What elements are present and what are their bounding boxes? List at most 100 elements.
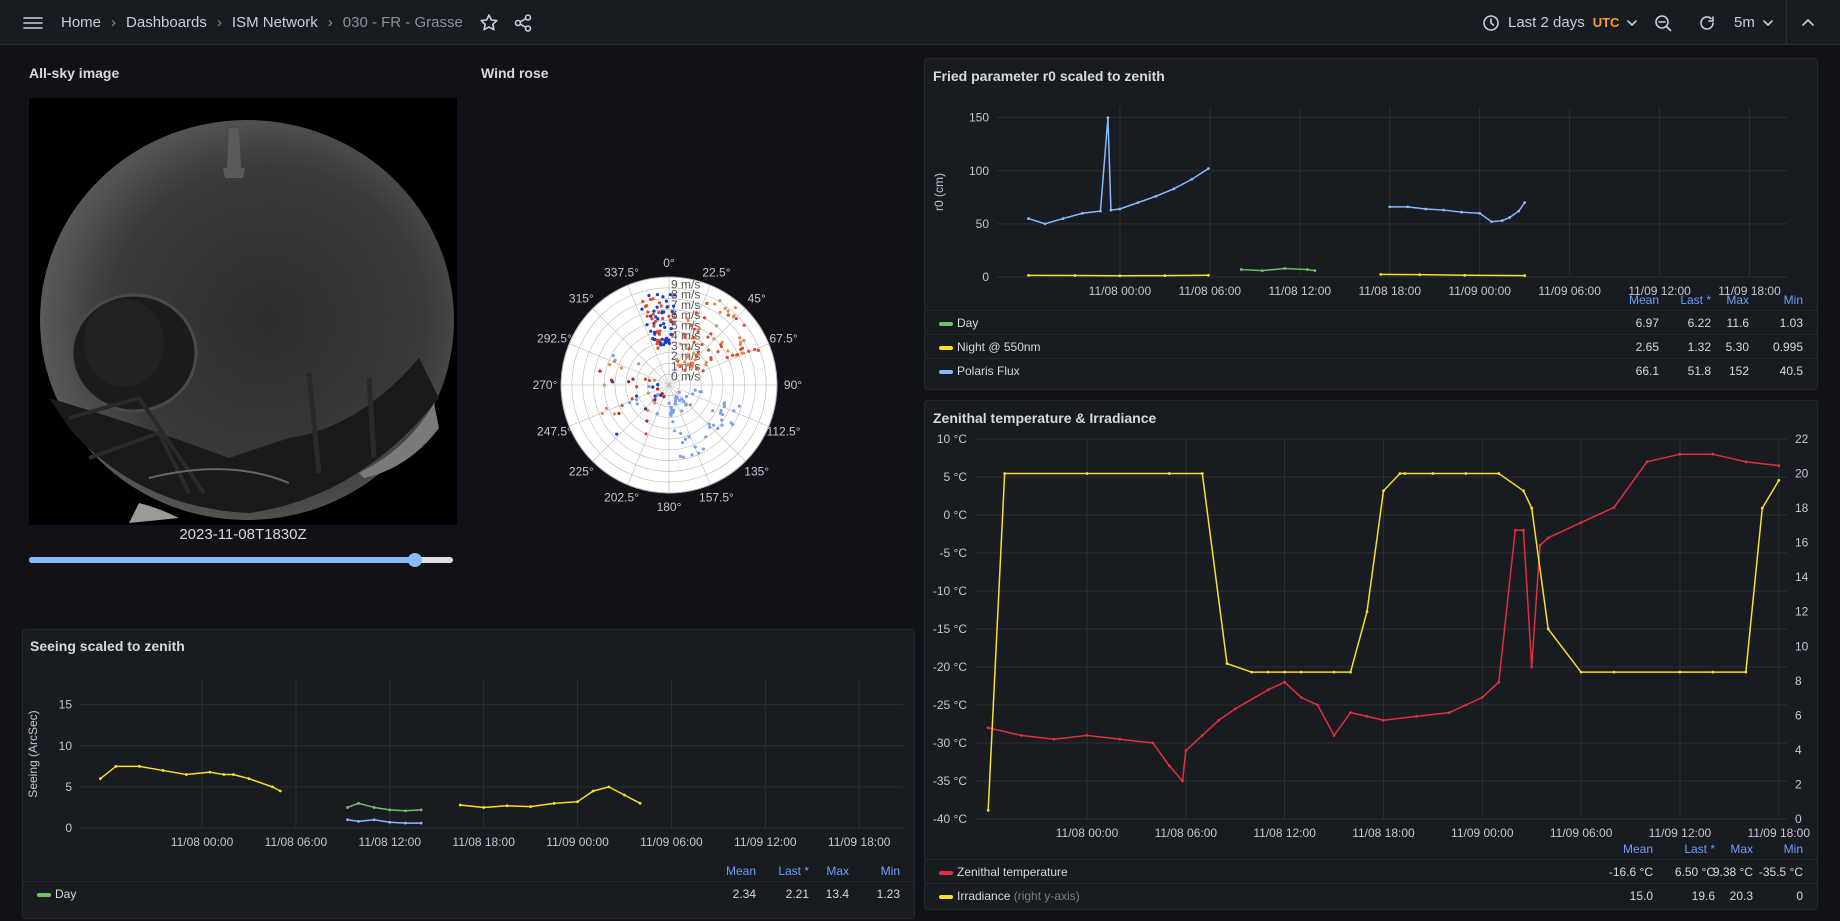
top-navbar: Home › Dashboards › ISM Network › 030 - … bbox=[0, 0, 1840, 45]
data-point bbox=[1379, 273, 1382, 276]
wind-observation-point bbox=[738, 404, 741, 407]
allsky-timestamp: 2023-11-08T1830Z bbox=[29, 526, 457, 543]
legend-series-label: Day bbox=[957, 316, 978, 330]
data-point bbox=[1399, 472, 1402, 475]
data-point bbox=[1744, 460, 1747, 463]
wind-observation-point bbox=[612, 354, 615, 357]
legend-column-header[interactable]: Mean bbox=[1629, 293, 1659, 307]
legend-series-label: Irradiance bbox=[957, 889, 1010, 903]
data-point bbox=[1119, 738, 1122, 741]
windrose-direction-label: 225° bbox=[569, 464, 594, 478]
collapse-button[interactable] bbox=[1800, 0, 1816, 45]
wind-observation-point bbox=[726, 310, 729, 313]
wind-observation-point bbox=[670, 409, 673, 412]
legend-column-header[interactable]: Min bbox=[1784, 293, 1803, 307]
wind-observation-point bbox=[686, 363, 689, 366]
legend-value: 152 bbox=[1729, 364, 1749, 378]
zoom-out-button[interactable] bbox=[1654, 0, 1672, 45]
legend-value: 5.30 bbox=[1726, 340, 1749, 354]
legend-value: 11.6 bbox=[1727, 316, 1749, 330]
legend-column-header[interactable]: Last * bbox=[1680, 293, 1711, 307]
wind-observation-point bbox=[641, 300, 644, 303]
wind-observation-point bbox=[693, 328, 696, 331]
data-point bbox=[1530, 666, 1533, 669]
data-point bbox=[1388, 205, 1391, 208]
wind-observation-point bbox=[647, 392, 650, 395]
wind-observation-point bbox=[721, 424, 724, 427]
y-tick-label: -40 °C bbox=[933, 812, 967, 826]
menu-button[interactable] bbox=[22, 0, 44, 45]
wind-observation-point bbox=[715, 324, 718, 327]
wind-observation-point bbox=[644, 432, 647, 435]
legend-column-header[interactable]: Max bbox=[1730, 842, 1753, 856]
wind-observation-point bbox=[667, 315, 670, 318]
wind-observation-point bbox=[692, 352, 695, 355]
legend-column-header[interactable]: Max bbox=[1726, 293, 1749, 307]
data-point bbox=[223, 773, 226, 776]
data-point bbox=[1184, 749, 1187, 752]
legend-column-header[interactable]: Min bbox=[881, 864, 900, 878]
windrose-chart[interactable]: 0°22.5°45°67.5°90°112.5°135°157.5°180°20… bbox=[472, 55, 912, 575]
allsky-time-slider[interactable] bbox=[29, 550, 453, 570]
star-icon[interactable] bbox=[479, 13, 499, 33]
data-point bbox=[1539, 544, 1542, 547]
wind-observation-point bbox=[649, 298, 652, 301]
wind-observation-point bbox=[651, 337, 654, 340]
wind-observation-point bbox=[644, 407, 647, 410]
wind-observation-point bbox=[678, 391, 681, 394]
refresh-button[interactable] bbox=[1698, 0, 1716, 45]
wind-observation-point bbox=[742, 352, 745, 355]
wind-observation-point bbox=[735, 317, 738, 320]
y-tick-label: -20 °C bbox=[933, 660, 967, 674]
r0-panel: Fried parameter r0 scaled to zenith 11/0… bbox=[924, 58, 1818, 390]
y-tick-label: 5 bbox=[65, 780, 72, 794]
x-tick-label: 11/09 12:00 bbox=[1649, 826, 1712, 840]
legend-column-header[interactable]: Last * bbox=[778, 864, 809, 878]
legend-column-header[interactable]: Max bbox=[826, 864, 849, 878]
time-range-picker[interactable]: Last 2 days UTC bbox=[1482, 0, 1639, 45]
windrose-direction-label: 247.5° bbox=[537, 425, 572, 439]
windrose-direction-label: 315° bbox=[569, 292, 594, 306]
legend-color-swatch bbox=[939, 895, 953, 899]
wind-observation-point bbox=[637, 362, 640, 365]
data-point bbox=[1464, 704, 1467, 707]
wind-observation-point bbox=[644, 378, 647, 381]
refresh-interval-picker[interactable]: 5m bbox=[1734, 0, 1775, 45]
legend-column-header[interactable]: Mean bbox=[1623, 842, 1653, 856]
breadcrumb-home[interactable]: Home bbox=[61, 14, 101, 31]
y-tick-label: 50 bbox=[976, 217, 990, 231]
data-point bbox=[1646, 460, 1649, 463]
data-point bbox=[346, 818, 349, 821]
y2-tick-label: 12 bbox=[1795, 605, 1809, 619]
data-point bbox=[1406, 205, 1409, 208]
legend-value: 1.03 bbox=[1780, 316, 1803, 330]
slider-thumb[interactable] bbox=[408, 553, 422, 567]
wind-observation-point bbox=[598, 370, 601, 373]
y-tick-label: 5 °C bbox=[944, 470, 968, 484]
series-line-day bbox=[1241, 269, 1314, 271]
wind-observation-point bbox=[702, 447, 705, 450]
breadcrumb-folder[interactable]: ISM Network bbox=[232, 14, 318, 31]
zenith-legend: Mean Last * Max Min Zenithal temperature-16.… bbox=[925, 839, 1817, 919]
legend-column-header[interactable]: Min bbox=[1784, 842, 1803, 856]
y-tick-label: 0 bbox=[65, 821, 72, 835]
wind-observation-point bbox=[689, 403, 692, 406]
data-point bbox=[1062, 217, 1065, 220]
legend-series-name: Polaris Flux bbox=[957, 364, 1020, 378]
legend-column-header[interactable]: Last * bbox=[1684, 842, 1715, 856]
wind-observation-point bbox=[732, 314, 735, 317]
share-icon[interactable] bbox=[513, 13, 533, 33]
breadcrumb-dashboards[interactable]: Dashboards bbox=[126, 14, 207, 31]
wind-observation-point bbox=[682, 400, 685, 403]
legend-column-header[interactable]: Mean bbox=[726, 864, 756, 878]
legend-value: 6.50 °C bbox=[1675, 865, 1715, 879]
